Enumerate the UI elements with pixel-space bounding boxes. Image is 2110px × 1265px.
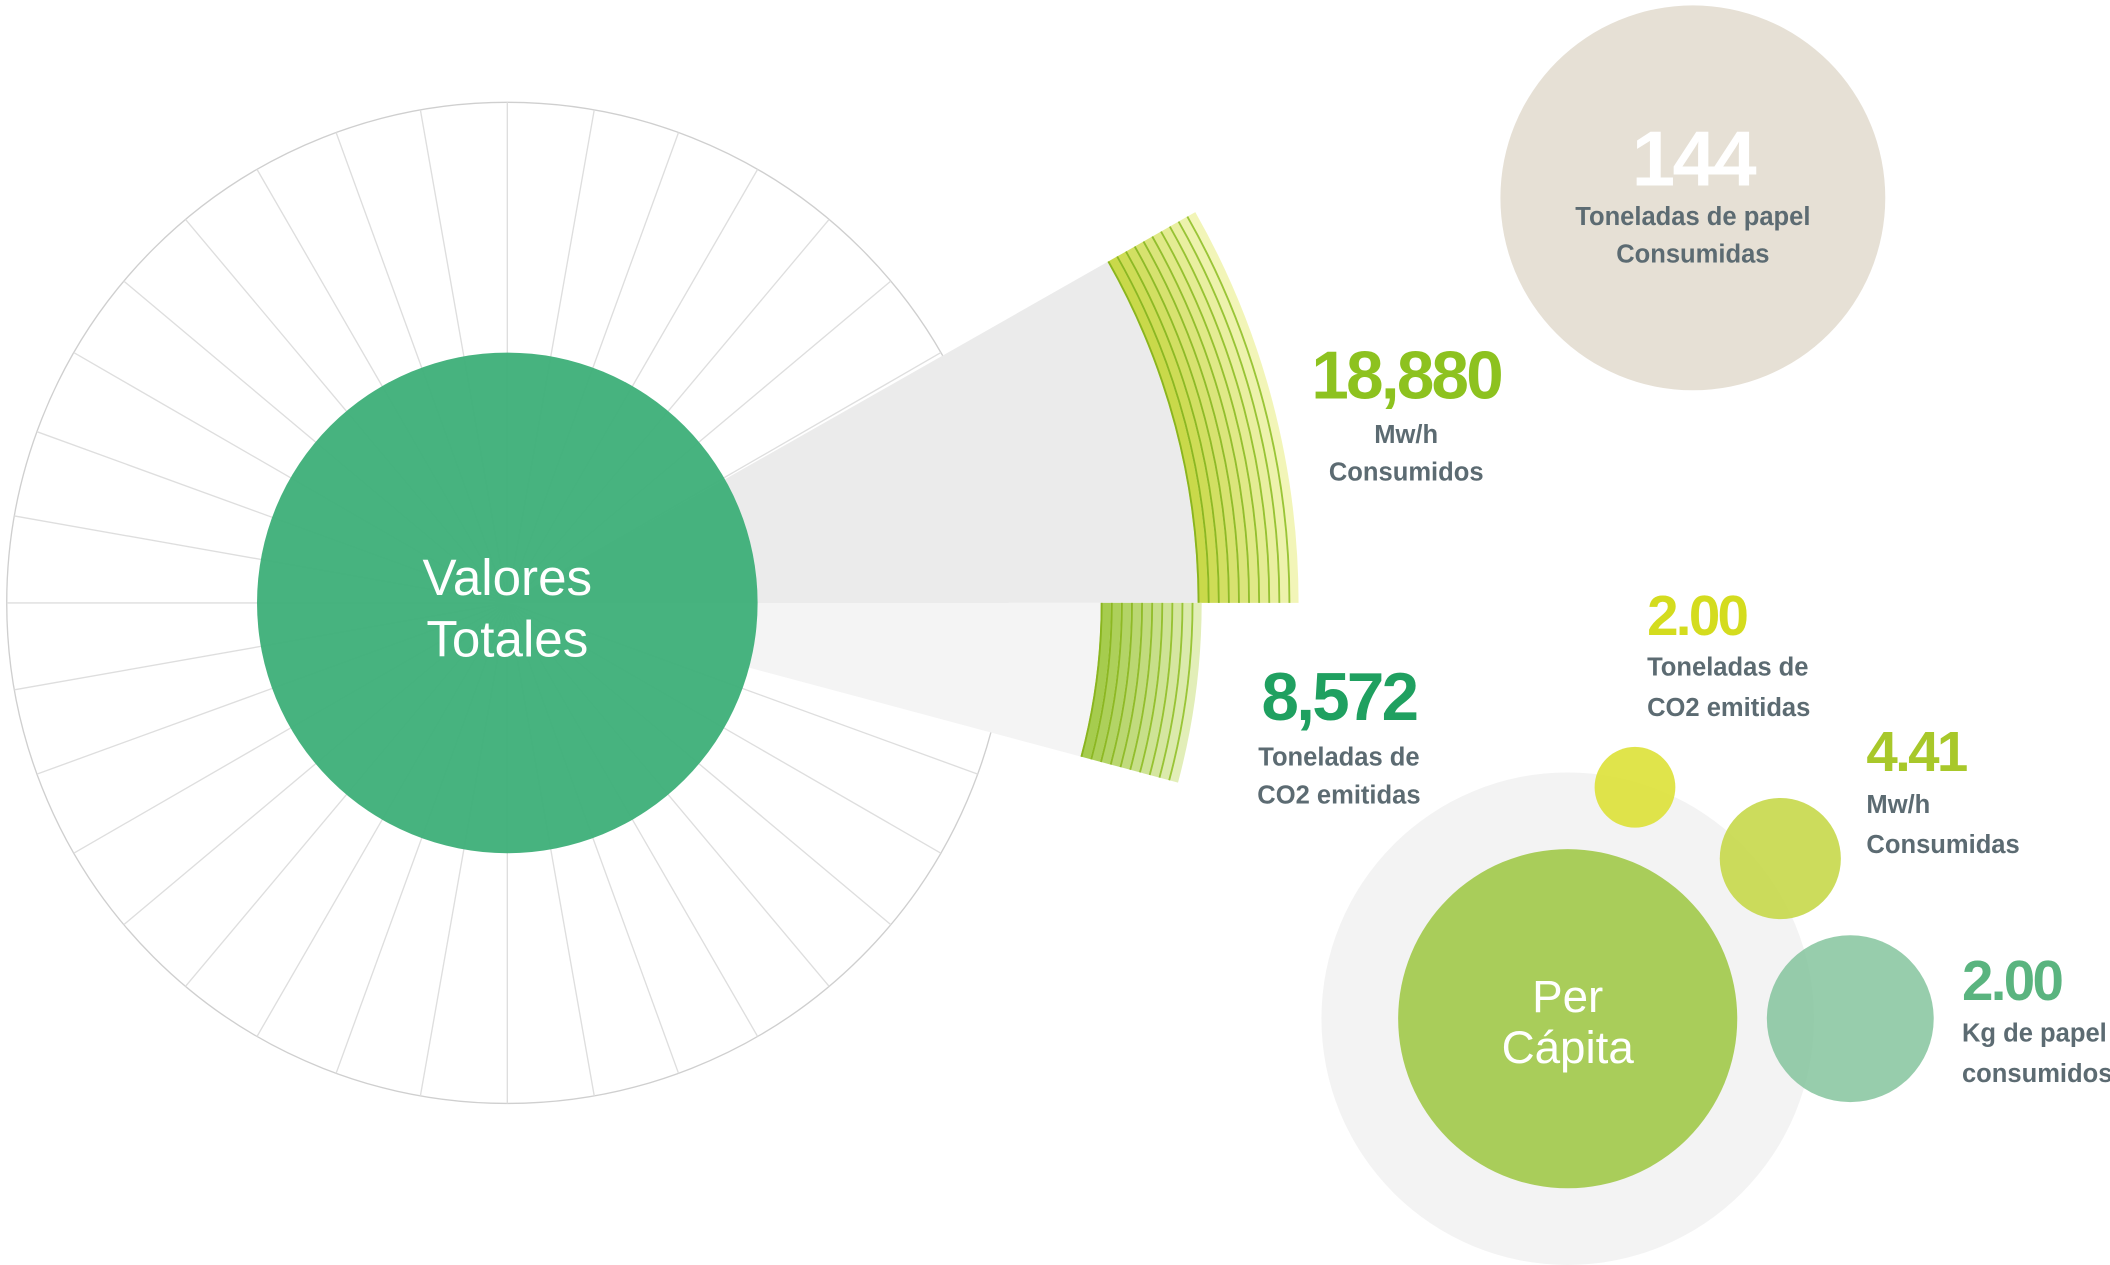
per-capita-title: Cápita [1502,1022,1635,1073]
pc-paper-label: Kg de papel [1962,1020,2107,1048]
energy-label: Mw/h [1374,421,1438,449]
pc-paper-label: consumidos [1962,1060,2110,1088]
totals-circle [257,352,758,854]
per-capita-title: Per [1532,971,1603,1022]
paper-label: Toneladas de papel [1575,203,1810,231]
pc-co2-value: 2.00 [1647,584,1747,647]
paper-circle [1500,5,1886,391]
co2-label: CO2 emitidas [1257,781,1420,809]
band [1139,602,1172,775]
pc-co2-circle [1594,746,1676,828]
totals-title: Totales [426,611,588,668]
band [1129,602,1162,773]
totals-title: Valores [423,549,593,606]
band [1148,602,1182,778]
co2-label: Toneladas de [1258,744,1419,772]
pc-co2-label: CO2 emitidas [1647,694,1810,722]
band [1109,602,1142,767]
pc-energy-label: Mw/h [1866,791,1930,819]
paper-label: Consumidas [1616,240,1769,268]
energy-value: 18,880 [1311,338,1501,413]
pc-co2-label: Toneladas de [1647,654,1808,682]
band [1119,602,1152,770]
band [1158,602,1192,780]
energy-label: Consumidos [1329,458,1484,486]
band [1168,602,1202,783]
band [1100,602,1132,765]
pc-paper-value: 2.00 [1962,949,2062,1012]
per-capita-circle [1398,849,1738,1189]
co2-value: 8,572 [1261,660,1416,735]
pc-energy-label: Consumidas [1866,831,2019,859]
pc-paper-circle [1766,935,1934,1103]
pc-energy-circle [1719,798,1841,920]
paper-value: 144 [1632,115,1756,203]
pc-energy-value: 4.41 [1866,720,1966,783]
